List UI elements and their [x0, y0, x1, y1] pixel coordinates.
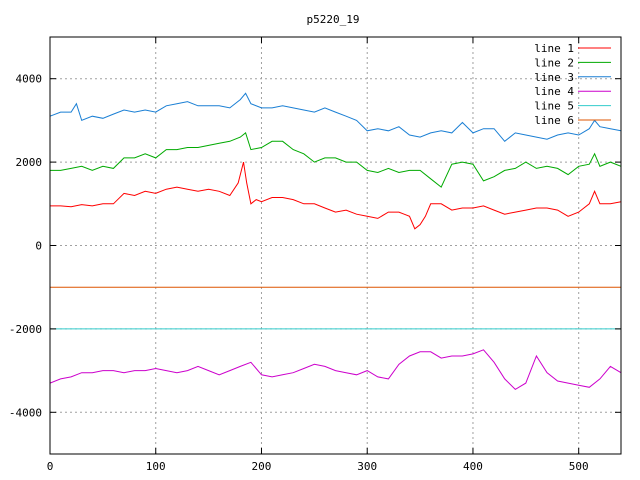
series-group	[49, 92, 622, 391]
x-tick-label: 0	[47, 460, 54, 473]
legend-label-1: line 1	[534, 42, 574, 55]
ticks: 0 100 200 300 400 500 -4000 -2000 0 2000 4000	[9, 37, 621, 473]
x-tick-label: 200	[252, 460, 272, 473]
y-tick-label: 0	[35, 240, 42, 253]
x-tick-label: 500	[569, 460, 589, 473]
legend-label-5: line 5	[534, 100, 574, 113]
y-tick-label: 2000	[16, 156, 43, 169]
x-tick-label: 100	[146, 460, 166, 473]
legend-label-2: line 2	[534, 56, 574, 69]
legend-label-3: line 3	[534, 71, 574, 84]
series-line-4	[49, 349, 622, 391]
y-tick-label: 4000	[16, 73, 43, 86]
series-line-2	[50, 132, 622, 188]
chart-title: p5220_19	[307, 13, 360, 26]
legend-label-6: line 6	[534, 114, 574, 127]
series-line-1	[50, 161, 622, 230]
x-tick-label: 300	[357, 460, 377, 473]
series-line-3	[49, 92, 622, 142]
legend-label-4: line 4	[534, 85, 574, 98]
y-tick-label: -2000	[9, 323, 42, 336]
y-tick-label: -4000	[9, 406, 42, 419]
x-tick-label: 400	[463, 460, 483, 473]
